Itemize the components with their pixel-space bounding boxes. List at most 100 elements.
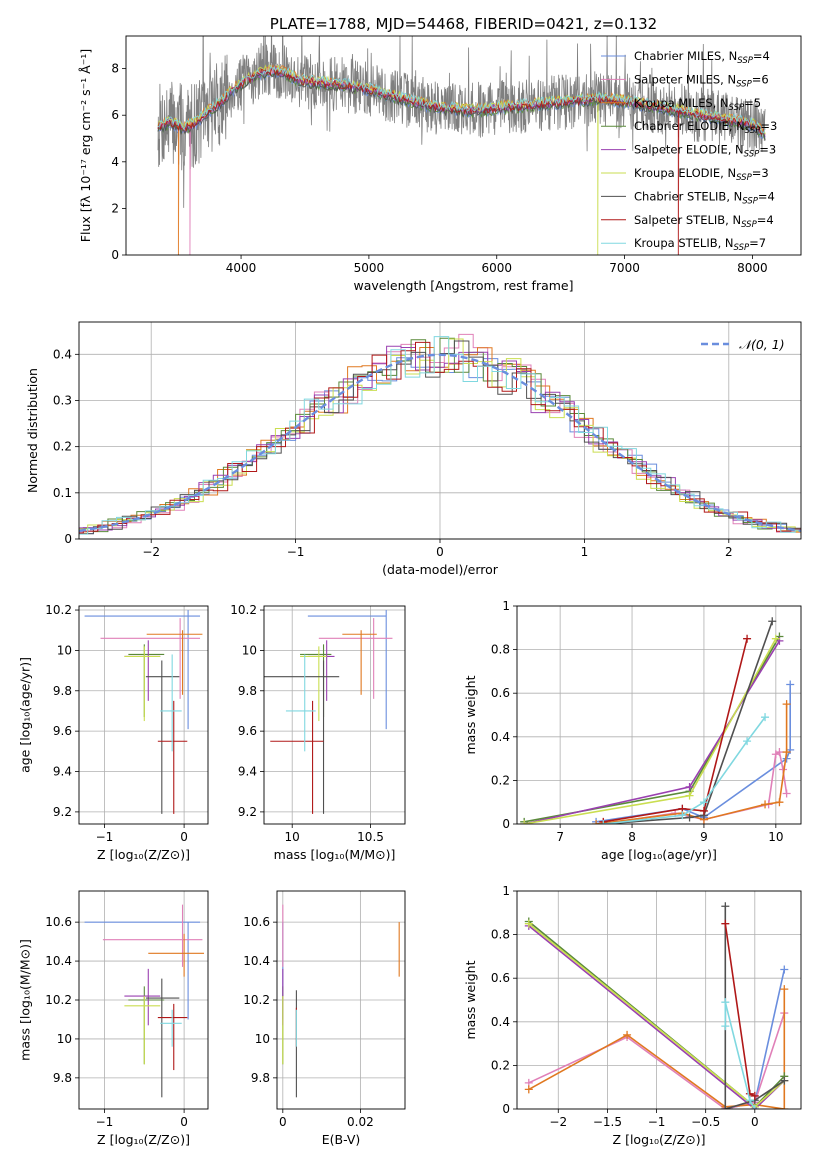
histogram-steps: [79, 336, 801, 535]
plus-marker: [721, 1105, 730, 1109]
y-tick-label: 0.4: [53, 347, 72, 361]
plus-marker: [782, 748, 791, 757]
x-tick-label: 6000: [481, 261, 512, 275]
x-tick-label: 10: [285, 830, 300, 844]
plot-area: [84, 610, 203, 814]
y-tick-label: 0.8: [491, 928, 510, 942]
x-axis-label: mass [log₁₀(M/M⊙)]: [274, 847, 396, 862]
chart-age-vs-Z: −1 0 9.2 9.4 9.6 9.8 10 10.2 Z [log₁₀(Z/Z⊙)] age …: [17, 603, 209, 862]
legend-entry-label: 𝒩(0, 1): [739, 337, 785, 352]
x-tick-label: 0: [436, 545, 444, 559]
plus-marker: [699, 806, 708, 815]
plus-marker: [768, 617, 777, 626]
x-tick-label: −1: [96, 830, 114, 844]
y-tick-label: 0.3: [53, 393, 72, 407]
x-axis-label: Z [log₁₀(Z/Z⊙)]: [97, 847, 190, 862]
model-spectrum-line: [157, 68, 766, 141]
plus-marker: [780, 1105, 789, 1109]
errorbar-point: [285, 654, 316, 752]
errorbar-point: [342, 630, 377, 695]
y-tick-label: 10.2: [243, 993, 270, 1007]
model-spectrum-line: [157, 65, 766, 134]
model-spectrum-line: [157, 64, 766, 255]
legend-entry-label: Salpeter STELIB, NSSP=4: [634, 213, 774, 230]
axes-border: [78, 321, 802, 540]
y-tick-label: 9.8: [53, 684, 72, 698]
plus-marker: [721, 902, 730, 911]
legend-entry-label: Chabrier MILES, NSSP=4: [634, 49, 770, 66]
x-tick-label: −1: [287, 545, 305, 559]
y-tick-label: 9.6: [238, 724, 257, 738]
errorbar-point: [160, 1009, 182, 1047]
chart-title: PLATE=1788, MJD=54468, FIBERID=0421, z=0…: [270, 15, 657, 33]
grid: [517, 890, 801, 1110]
y-tick-label: 10.2: [230, 603, 257, 617]
x-tick-label: 8: [628, 830, 636, 844]
x-axis-label: wavelength [Angstrom, rest frame]: [353, 278, 573, 293]
weight-series-line: [603, 621, 773, 824]
y-tick-label: 9.4: [53, 765, 72, 779]
errorbar-point: [318, 618, 393, 699]
y-tick-label: 10: [255, 1032, 270, 1046]
axes-border: [263, 605, 406, 825]
plot-area: [520, 617, 795, 824]
x-tick-label: −1: [96, 1115, 114, 1129]
x-tick-label: −1: [648, 1115, 666, 1129]
errorbar-point: [128, 644, 165, 718]
weight-series-line: [528, 989, 786, 1109]
legend: Chabrier MILES, NSSP=4 Salpeter MILES, NS…: [601, 49, 777, 253]
grid: [264, 606, 405, 824]
y-tick-label: 10.2: [45, 603, 72, 617]
x-tick-label: 2: [725, 545, 733, 559]
y-tick-label: 9.4: [238, 765, 257, 779]
axes-border: [78, 605, 209, 825]
errorbar-point: [307, 640, 335, 701]
plus-marker: [721, 919, 730, 928]
legend-entry-label: Salpeter MILES, NSSP=6: [634, 72, 769, 89]
plus-marker: [775, 748, 784, 757]
histogram-steps: [79, 341, 801, 534]
errorbar-point: [84, 921, 201, 1020]
grid: [517, 605, 801, 825]
legend-entry-label: Kroupa MILES, NSSP=5: [634, 96, 761, 113]
errorbar-point: [100, 618, 201, 699]
plus-marker: [745, 1096, 754, 1105]
chart-mass-vs-Z: −1 0 9.8 10 10.2 10.4 10.6 Z [log₁₀(Z/Z⊙)] mass …: [17, 890, 209, 1147]
plus-marker: [771, 634, 780, 643]
chart-mass-vs-EBV: 0 0.02 9.8 10 10.2 10.4 10.6 E(B-V): [243, 890, 406, 1147]
plus-marker: [520, 820, 529, 824]
x-tick-label: 7: [556, 830, 564, 844]
axes-border: [78, 890, 209, 1110]
weight-series-line: [724, 1002, 756, 1109]
axes-border: [516, 605, 802, 825]
y-tick-label: 9.6: [53, 724, 72, 738]
plus-marker: [782, 789, 791, 798]
axes-frame: −2 −1.5 −1 −0.5 0 0 0.2 0.4 0.6 0.8 1 Z [log₁₀(Z/Z⊙…: [463, 884, 802, 1147]
y-tick-label: 0.2: [53, 440, 72, 454]
histogram-steps: [79, 347, 801, 534]
y-tick-label: 9.2: [238, 805, 257, 819]
chart-weight-vs-Z: −2 −1.5 −1 −0.5 0 0 0.2 0.4 0.6 0.8 1 Z [log₁₀(Z/Z⊙…: [463, 884, 802, 1147]
x-axis-label: age [log₁₀(age/yr)]: [601, 847, 717, 862]
weight-series-line: [603, 716, 766, 824]
plus-marker: [775, 798, 784, 807]
errorbar-point: [124, 996, 161, 1065]
x-tick-label: 0: [279, 1115, 287, 1129]
plus-marker: [685, 813, 694, 822]
x-tick-label: 9: [700, 830, 708, 844]
y-tick-label: 9.8: [251, 1071, 270, 1085]
axes-frame: −1 0 9.8 10 10.2 10.4 10.6 Z [log₁₀(Z/Z⊙)] mass …: [17, 890, 209, 1147]
y-tick-label: 0.2: [491, 773, 510, 787]
plot-area: [84, 904, 205, 1098]
plus-marker: [685, 782, 694, 791]
y-tick-label: 10: [57, 643, 72, 657]
y-tick-label: 0.4: [491, 1015, 510, 1029]
normal-reference-curve: [79, 353, 801, 533]
y-tick-label: 9.8: [53, 1071, 72, 1085]
plus-marker: [761, 713, 770, 722]
x-tick-label: 0.02: [347, 1115, 374, 1129]
errorbar-point: [264, 660, 340, 814]
y-tick-label: 10.4: [45, 954, 72, 968]
x-tick-label: 1: [581, 545, 589, 559]
